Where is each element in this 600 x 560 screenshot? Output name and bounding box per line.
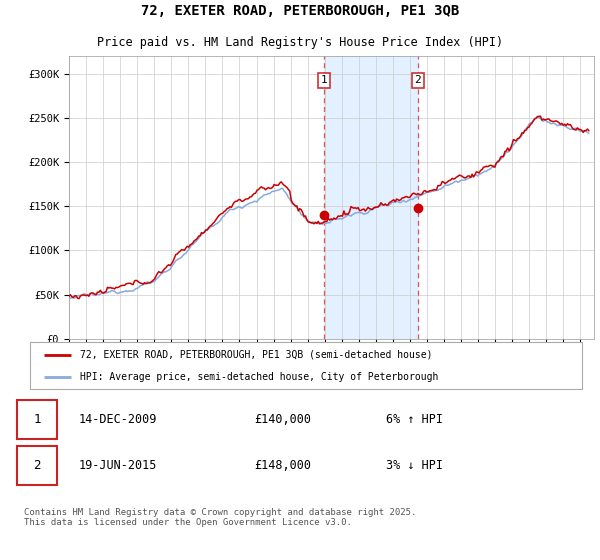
Text: Contains HM Land Registry data © Crown copyright and database right 2025.
This d: Contains HM Land Registry data © Crown c… [23,507,416,527]
Text: 3% ↓ HPI: 3% ↓ HPI [386,459,443,472]
FancyBboxPatch shape [17,400,57,439]
Text: 72, EXETER ROAD, PETERBOROUGH, PE1 3QB: 72, EXETER ROAD, PETERBOROUGH, PE1 3QB [141,4,459,17]
Text: 19-JUN-2015: 19-JUN-2015 [78,459,157,472]
Bar [324,56,418,339]
Text: Price paid vs. HM Land Registry's House Price Index (HPI): Price paid vs. HM Land Registry's House … [97,36,503,49]
Text: 6% ↑ HPI: 6% ↑ HPI [386,413,443,426]
Text: 1: 1 [320,76,328,86]
Text: 72, EXETER ROAD, PETERBOROUGH, PE1 3QB (semi-detached house): 72, EXETER ROAD, PETERBOROUGH, PE1 3QB (… [80,350,432,360]
Text: 1: 1 [33,413,41,426]
FancyBboxPatch shape [17,446,57,485]
Text: HPI: Average price, semi-detached house, City of Peterborough: HPI: Average price, semi-detached house,… [80,372,438,382]
Text: 14-DEC-2009: 14-DEC-2009 [78,413,157,426]
FancyBboxPatch shape [30,342,582,389]
Text: 2: 2 [33,459,41,472]
Text: 2: 2 [415,76,421,86]
Text: £148,000: £148,000 [254,459,311,472]
Text: £140,000: £140,000 [254,413,311,426]
